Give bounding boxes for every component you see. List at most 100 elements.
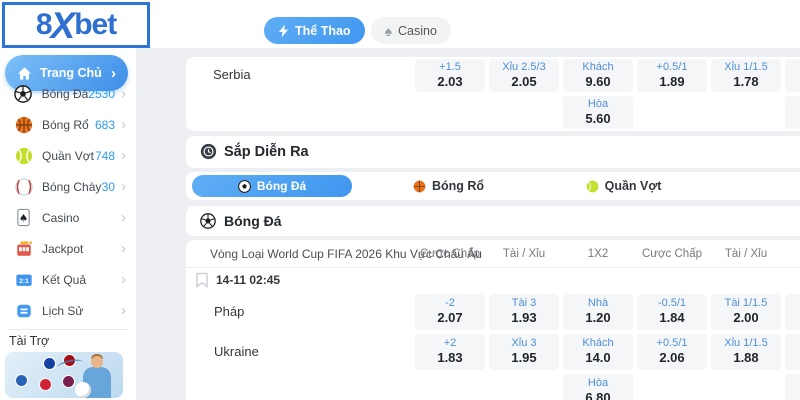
odds-cell[interactable]: +1.5 2.03	[415, 59, 485, 92]
column-header: Cược Chấp	[642, 248, 702, 260]
chevron-right-icon: ›	[121, 271, 126, 288]
chevron-right-icon: ›	[121, 178, 126, 195]
chevron-right-icon: ›	[121, 85, 126, 102]
football-section-header: Bóng Đá	[186, 206, 800, 236]
club-badge	[62, 375, 75, 388]
section-title: Sắp Diễn Ra	[224, 144, 309, 160]
sidebar-item-count: 2530	[88, 86, 115, 101]
odds-cell[interactable]: -2 2.07	[415, 294, 485, 330]
chevron-right-icon: ›	[121, 209, 126, 226]
history-icon	[14, 301, 33, 320]
sidebar-item-label: Jackpot	[42, 241, 84, 256]
chevron-right-icon: ›	[121, 116, 126, 133]
sidebar-divider	[8, 329, 128, 330]
sport-tab-quan-vot[interactable]: Quần Vợt	[551, 175, 696, 197]
odds-cell[interactable]: Xỉu 1/1.5 1.78	[711, 59, 781, 92]
odds-cell-partial[interactable]	[785, 374, 800, 400]
signature-graphic	[56, 357, 84, 373]
column-header: Cược Chấp	[420, 248, 480, 260]
upcoming-section-header: Sắp Diễn Ra	[186, 136, 800, 168]
odds-cell[interactable]: +0.5/1 2.06	[637, 334, 707, 370]
odds-cell[interactable]: Xỉu 3 1.95	[489, 334, 559, 370]
sidebar-item-quan-vot[interactable]: Quần Vợt 748 ›	[0, 140, 136, 171]
sidebar-item-bong-ro[interactable]: Bóng Rổ 683 ›	[0, 109, 136, 140]
column-header: Tài / Xỉu	[724, 248, 768, 260]
svg-text:2:1: 2:1	[19, 278, 29, 285]
basketball-icon	[413, 180, 426, 192]
chevron-right-icon: ›	[121, 147, 126, 164]
odds-cell[interactable]: Khách 9.60	[563, 59, 633, 92]
sidebar-item-lich-su[interactable]: Lịch Sử ›	[0, 295, 136, 326]
logo-text: 8	[35, 8, 53, 41]
odds-cell[interactable]: Xỉu 2.5/3 2.05	[489, 59, 559, 92]
odds-cell-partial[interactable]	[785, 59, 800, 92]
sidebar-item-label: Trang Chủ	[40, 66, 102, 80]
odds-cell[interactable]: Xỉu 1/1.5 1.88	[711, 334, 781, 370]
odds-cell[interactable]: Khách 14.0	[563, 334, 633, 370]
match-time-row: 14-11 02:45	[186, 268, 800, 292]
sidebar-item-ket-qua[interactable]: 2:1 Kết Quả ›	[0, 264, 136, 295]
sidebar-item-casino[interactable]: ♠ Casino ›	[0, 202, 136, 233]
sport-tabs-bar: Bóng Đá Bóng Rổ Quần Vợt	[186, 172, 800, 200]
odds-cell[interactable]: Tài 1/1.5 2.00	[711, 294, 781, 330]
tennis-ball-icon	[14, 146, 33, 165]
sidebar-item-bong-chay[interactable]: Bóng Chày 30 ›	[0, 171, 136, 202]
sponsor-banner[interactable]	[5, 352, 123, 398]
clock-icon	[200, 143, 217, 160]
soccer-ball-icon	[200, 213, 216, 234]
spade-icon: ♠	[384, 22, 392, 39]
sidebar-item-bong-da[interactable]: Bóng Đá 2530 ›	[0, 78, 136, 109]
chevron-right-icon: ›	[121, 302, 126, 319]
sidebar-item-label: Bóng Chày	[42, 179, 102, 194]
slot-machine-icon	[14, 239, 33, 258]
chevron-right-icon: ›	[121, 240, 126, 257]
odds-cell-partial[interactable]	[785, 96, 800, 129]
odds-cell-draw[interactable]: Hòa 5.60	[563, 96, 633, 129]
odds-cell-partial[interactable]	[785, 334, 800, 370]
sidebar-item-count: 683	[94, 117, 115, 132]
odds-cell-partial[interactable]	[785, 294, 800, 330]
league-header-row: Vòng Loại World Cup FIFA 2026 Khu Vực Ch…	[186, 240, 800, 268]
sidebar-item-label: Lịch Sử	[42, 303, 84, 318]
baseball-icon	[14, 177, 33, 196]
bookmark-icon[interactable]	[194, 271, 210, 289]
club-badge	[43, 357, 56, 370]
tab-the-thao[interactable]: Thể Thao	[264, 17, 365, 44]
sidebar: Trang Chủ › Bóng Đá 2530 › Bóng Rổ 683 ›…	[0, 48, 136, 400]
team-name: Ukraine	[214, 344, 259, 359]
sidebar-item-label: Kết Quả	[42, 272, 87, 287]
section-title: Bóng Đá	[224, 213, 282, 229]
sport-tab-bong-ro[interactable]: Bóng Rổ	[376, 175, 521, 197]
column-header: Tài / Xỉu	[502, 248, 546, 260]
sidebar-item-label: Casino	[42, 210, 80, 225]
tab-casino[interactable]: ♠ Casino	[370, 17, 451, 44]
odds-cell-draw[interactable]: Hòa 6.80	[563, 374, 633, 400]
odds-cell[interactable]: Nhà 1.20	[563, 294, 633, 330]
sidebar-item-count: 30	[101, 179, 115, 194]
svg-text:♠: ♠	[19, 212, 28, 224]
sidebar-item-jackpot[interactable]: Jackpot ›	[0, 233, 136, 264]
ambassador-figure	[91, 356, 103, 368]
team-name: Pháp	[214, 304, 245, 319]
football-graphic	[75, 382, 91, 398]
sidebar-item-label: Bóng Đá	[41, 86, 89, 101]
playing-card-icon: ♠	[14, 208, 33, 227]
sport-tab-label: Bóng Đá	[256, 179, 307, 193]
odds-cell[interactable]: +2 1.83	[415, 334, 485, 370]
odds-cell[interactable]: +0.5/1 1.89	[637, 59, 707, 92]
home-icon	[17, 66, 32, 80]
tennis-ball-icon	[586, 180, 598, 192]
odds-cell[interactable]: -0.5/1 1.84	[637, 294, 707, 330]
scoreboard-icon: 2:1	[14, 270, 33, 289]
sport-tab-label: Bóng Rổ	[431, 179, 485, 193]
sport-tab-bong-da[interactable]: Bóng Đá	[192, 175, 352, 197]
tab-label: Casino	[398, 23, 437, 38]
match-card-serbia: Serbia +1.5 2.03 Xỉu 2.5/3 2.05 Khách 9.…	[186, 57, 800, 131]
club-badge	[63, 354, 76, 367]
sidebar-item-label: Quần Vợt	[42, 148, 94, 163]
team-name: Serbia	[213, 67, 251, 82]
odds-cell[interactable]: Tài 3 1.93	[489, 294, 559, 330]
sponsor-heading: Tài Trợ	[9, 334, 50, 348]
